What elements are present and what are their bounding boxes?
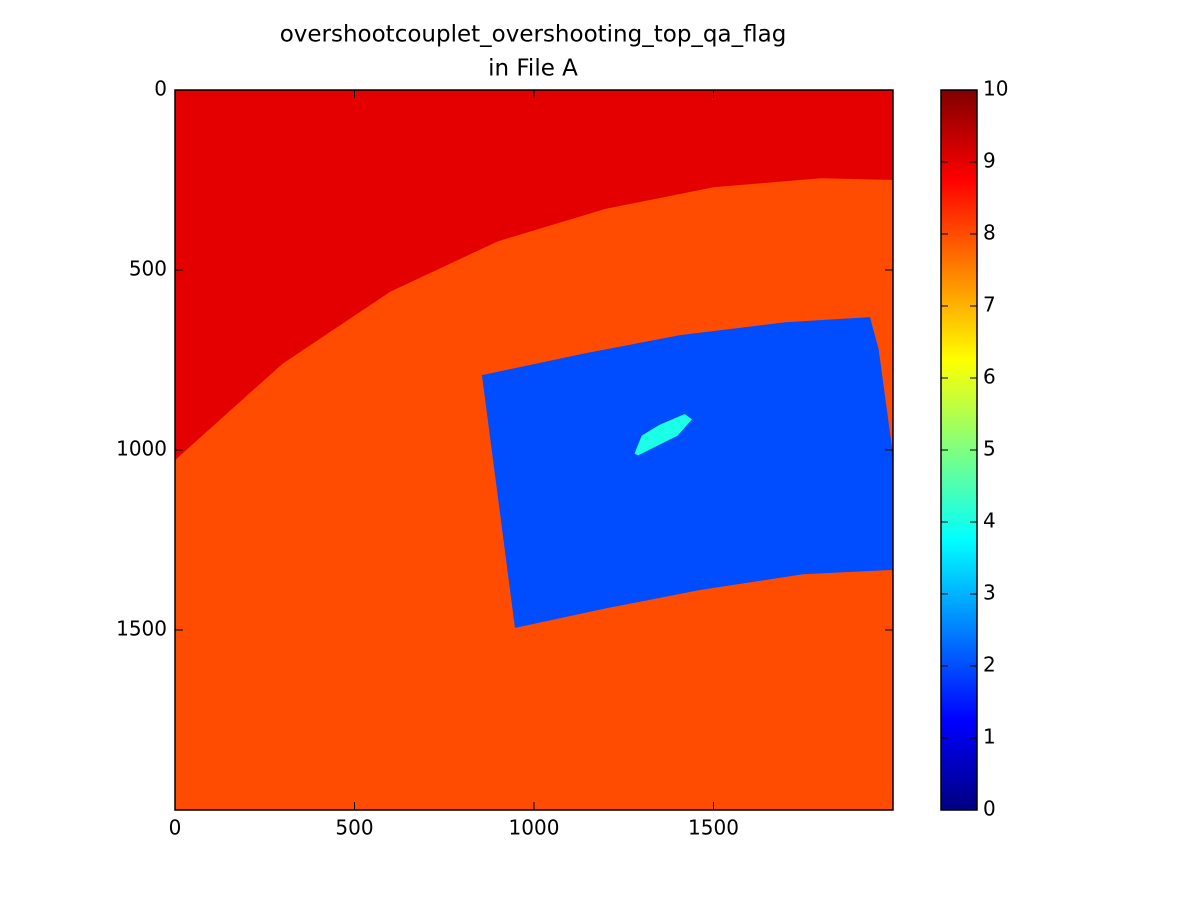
colorbar-tick-label: 0	[983, 797, 996, 821]
heatmap-region	[175, 90, 893, 461]
plot-area	[175, 90, 893, 810]
heatmap-region	[481, 317, 893, 628]
colorbar-tick-label: 10	[983, 77, 1008, 101]
chart-title: overshootcouplet_overshooting_top_qa_fla…	[280, 22, 787, 48]
x-tick-label: 1000	[509, 816, 560, 840]
colorbar-tick-label: 3	[983, 581, 996, 605]
colorbar-tick-label: 4	[983, 509, 996, 533]
colorbar-tick-label: 6	[983, 365, 996, 389]
y-tick-label: 0	[154, 77, 167, 101]
heatmap-region	[634, 414, 692, 456]
colorbar-tick-label: 7	[983, 293, 996, 317]
colorbar-tick-label: 5	[983, 437, 996, 461]
colorbar-tick-label: 8	[983, 221, 996, 245]
x-tick-label: 0	[169, 816, 182, 840]
x-tick-label: 1500	[688, 816, 739, 840]
colorbar-tick-label: 9	[983, 149, 996, 173]
y-tick-label: 1000	[116, 437, 167, 461]
chart-subtitle: in File A	[488, 56, 578, 82]
y-tick-label: 500	[129, 257, 167, 281]
x-tick-label: 500	[335, 816, 373, 840]
colorbar-tick-label: 1	[983, 725, 996, 749]
colorbar-tick-label: 2	[983, 653, 996, 677]
y-tick-label: 1500	[116, 617, 167, 641]
